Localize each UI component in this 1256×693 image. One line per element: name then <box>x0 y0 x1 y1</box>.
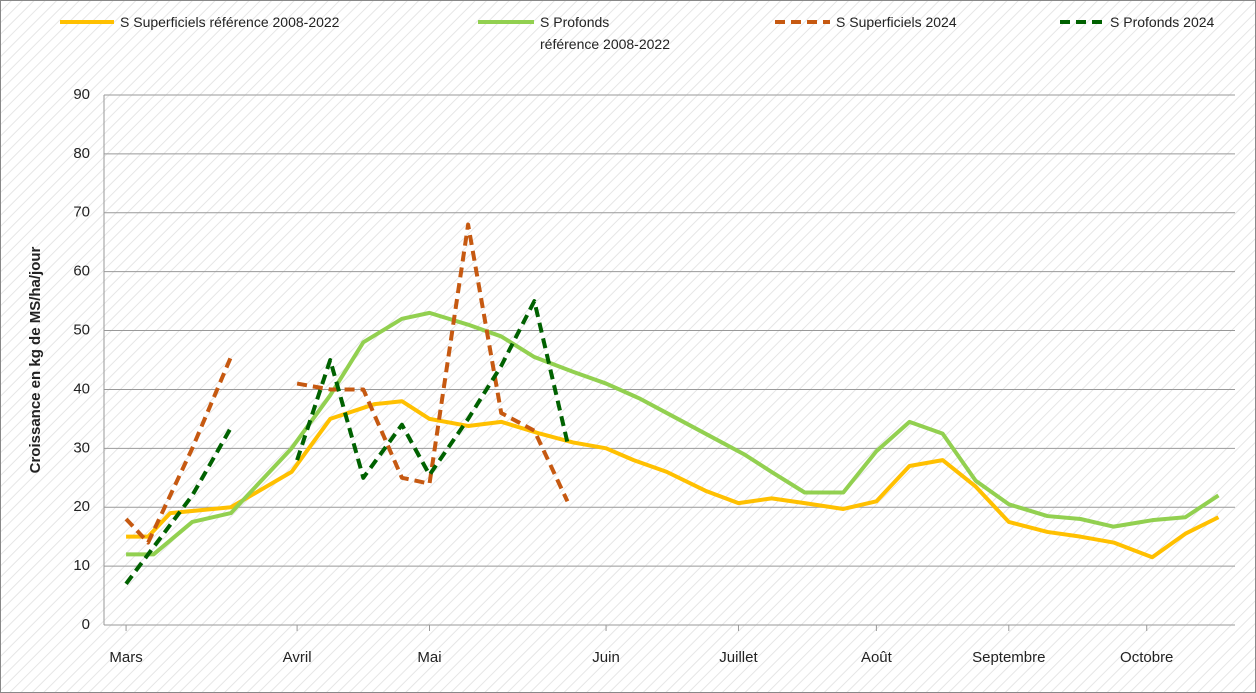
x-tick-label: Avril <box>283 649 312 666</box>
legend-label: S Profonds 2024 <box>1110 14 1215 30</box>
legend-label: S Superficiels 2024 <box>836 14 957 30</box>
x-tick-label: Mars <box>109 649 142 666</box>
y-tick-label: 40 <box>73 380 90 397</box>
y-tick-label: 70 <box>73 204 90 221</box>
series-line <box>126 399 1220 560</box>
y-axis-title: Croissance en kg de MS/ha/jour <box>27 246 44 473</box>
y-tick-label: 90 <box>73 86 90 103</box>
legend-label: S Profonds référence 2008-2022 <box>540 14 670 52</box>
legend-label: S Superficiels référence 2008-2022 <box>120 14 340 30</box>
series-line <box>124 299 570 585</box>
x-tick-label: Août <box>861 649 893 666</box>
x-tick-label: Septembre <box>972 649 1045 666</box>
y-tick-label: 10 <box>73 557 90 574</box>
y-tick-label: 80 <box>73 145 90 162</box>
x-tick-label: Juillet <box>719 649 758 666</box>
y-tick-label: 50 <box>73 322 90 339</box>
y-tick-label: 0 <box>82 616 90 633</box>
y-tick-label: 60 <box>73 263 90 280</box>
x-tick-label: Mai <box>417 649 441 666</box>
y-tick-label: 20 <box>73 498 90 515</box>
y-tick-label: 30 <box>73 439 90 456</box>
x-tick-label: Octobre <box>1120 649 1173 666</box>
series-line <box>124 222 570 545</box>
x-tick-label: Juin <box>592 649 620 666</box>
